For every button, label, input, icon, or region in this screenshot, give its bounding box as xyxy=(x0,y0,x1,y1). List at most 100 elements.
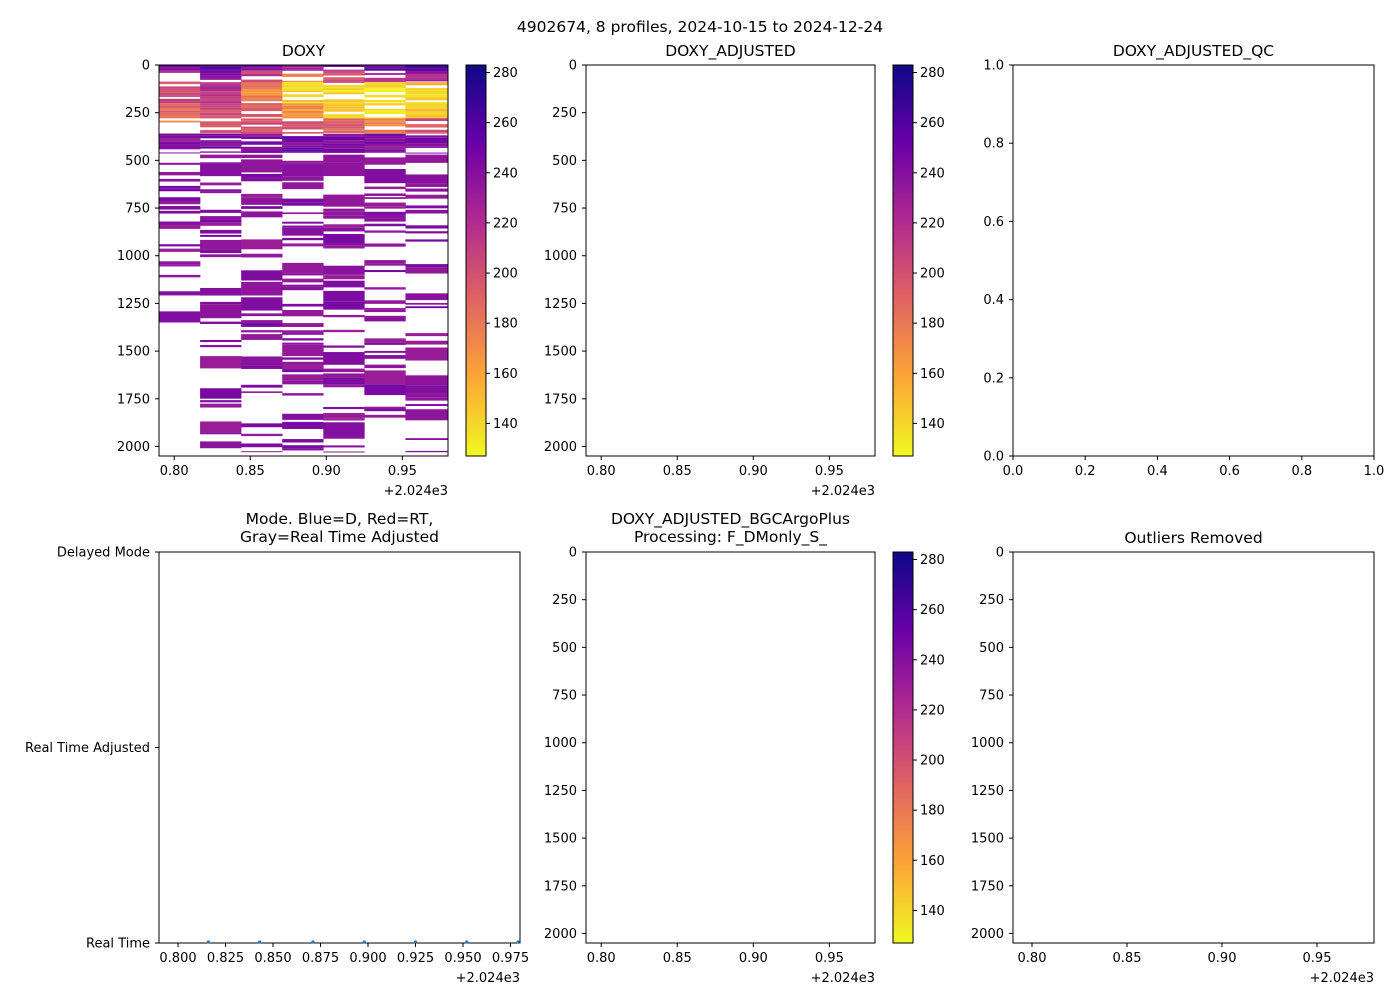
x-tick-label: 0.90 xyxy=(739,464,768,479)
heatmap-cell xyxy=(241,206,283,209)
heatmap-cell xyxy=(241,103,283,105)
colorbar-tick-label: 280 xyxy=(920,553,945,568)
heatmap-cell xyxy=(241,95,283,99)
heatmap-cell xyxy=(323,194,365,205)
panel-title-line: Gray=Real Time Adjusted xyxy=(240,528,439,546)
heatmap-cell xyxy=(241,300,283,311)
colorbar-tick-label: 160 xyxy=(920,854,945,869)
heatmap-cell xyxy=(200,69,242,71)
x-tick-label: 0.950 xyxy=(444,951,481,966)
heatmap-cell xyxy=(323,274,365,276)
heatmap-cell xyxy=(200,107,242,111)
heatmap-cell xyxy=(323,355,365,365)
heatmap-cell xyxy=(200,143,242,147)
heatmap-cell xyxy=(282,284,324,287)
heatmap-cell xyxy=(405,77,449,80)
x-tick-label: 0.925 xyxy=(397,951,434,966)
heatmap-cell xyxy=(200,287,242,296)
heatmap-cell xyxy=(200,65,242,68)
colorbar-tick-label: 200 xyxy=(493,267,518,282)
heatmap-cell xyxy=(200,400,242,403)
heatmap-cell xyxy=(323,162,365,177)
heatmap-cell xyxy=(200,122,242,125)
y-tick-label: 0 xyxy=(569,59,577,74)
heatmap-cell xyxy=(200,163,242,177)
x-tick-label: 0.0 xyxy=(1003,464,1024,479)
heatmap-cell xyxy=(282,425,324,429)
heatmap-cell xyxy=(364,65,406,68)
heatmap-cell xyxy=(200,249,242,254)
heatmap-cell xyxy=(241,451,283,453)
x-offset-label: +2.024e3 xyxy=(811,484,875,499)
heatmap-cell xyxy=(159,82,201,85)
heatmap-cell xyxy=(200,141,242,144)
heatmap-cell xyxy=(241,122,283,125)
colorbar-frame xyxy=(892,64,914,457)
heatmap-cell xyxy=(200,73,242,76)
heatmap-cell xyxy=(200,146,242,149)
colorbar-tick-label: 140 xyxy=(493,417,518,432)
y-tick-label: 2000 xyxy=(544,927,577,942)
heatmap-cell xyxy=(364,317,406,322)
heatmap-cell xyxy=(282,87,324,91)
x-tick-label: 0.875 xyxy=(302,951,339,966)
panel-title: DOXY_ADJUSTED_QC xyxy=(1113,42,1274,61)
x-tick-label: 0.85 xyxy=(663,951,692,966)
y-tick-label: 1000 xyxy=(544,249,577,264)
mode-point xyxy=(516,940,520,944)
colorbar xyxy=(893,552,913,943)
heatmap-cell xyxy=(159,225,201,229)
heatmap-cell xyxy=(241,104,283,108)
y-tick-label: 750 xyxy=(552,689,577,704)
heatmap-cell xyxy=(364,67,406,69)
heatmap-cell xyxy=(200,209,242,213)
heatmap-cell xyxy=(282,100,324,103)
y-tick-label: 0 xyxy=(996,546,1004,561)
heatmap-cell xyxy=(405,129,449,133)
heatmap-cell xyxy=(405,404,449,407)
heatmap-cell xyxy=(364,309,406,313)
colorbar-tick-label: 260 xyxy=(920,603,945,618)
heatmap-cell xyxy=(405,450,449,453)
heatmap-cell xyxy=(200,151,242,153)
heatmap-cell xyxy=(405,82,449,86)
heatmap-cell xyxy=(159,244,201,247)
colorbar-tick-label: 160 xyxy=(493,367,518,382)
heatmap-cell xyxy=(200,216,242,220)
heatmap-cell xyxy=(405,74,449,78)
x-tick-label: 0.975 xyxy=(492,951,529,966)
heatmap-cell xyxy=(282,310,324,317)
heatmap-cell xyxy=(282,82,324,86)
heatmap-cell xyxy=(200,67,242,70)
heatmap-cell xyxy=(200,234,242,237)
heatmap-cell xyxy=(405,70,449,75)
heatmap-cell xyxy=(364,118,406,121)
y-tick-label: 1250 xyxy=(117,297,150,312)
x-tick-label: 0.95 xyxy=(388,464,417,479)
colorbar-tick-label: 200 xyxy=(920,267,945,282)
x-tick-label: 0.90 xyxy=(1208,951,1237,966)
heatmap-cell xyxy=(241,92,283,96)
heatmap-cell xyxy=(364,223,406,227)
heatmap-cell xyxy=(159,162,201,165)
x-tick-label: 0.95 xyxy=(1303,951,1332,966)
heatmap-cell xyxy=(323,422,365,437)
heatmap-cell xyxy=(405,183,449,187)
plot-frame xyxy=(585,64,876,457)
colorbar-tick-label: 140 xyxy=(920,417,945,432)
heatmap-cell xyxy=(364,151,406,153)
y-tick-label: 0.6 xyxy=(983,215,1004,230)
x-tick-label: 0.800 xyxy=(159,951,196,966)
x-tick-label: 0.2 xyxy=(1075,464,1096,479)
heatmap-cell xyxy=(282,131,324,134)
heatmap-cell xyxy=(364,124,406,127)
heatmap-cell xyxy=(159,105,201,108)
heatmap-cell xyxy=(364,146,406,150)
heatmap-cell xyxy=(200,105,242,108)
heatmap-cell xyxy=(364,338,406,343)
x-tick-label: 0.90 xyxy=(312,464,341,479)
heatmap-cell xyxy=(241,89,283,93)
heatmap-cell xyxy=(241,322,283,327)
heatmap-cell xyxy=(282,123,324,127)
heatmap-cell xyxy=(405,239,449,242)
